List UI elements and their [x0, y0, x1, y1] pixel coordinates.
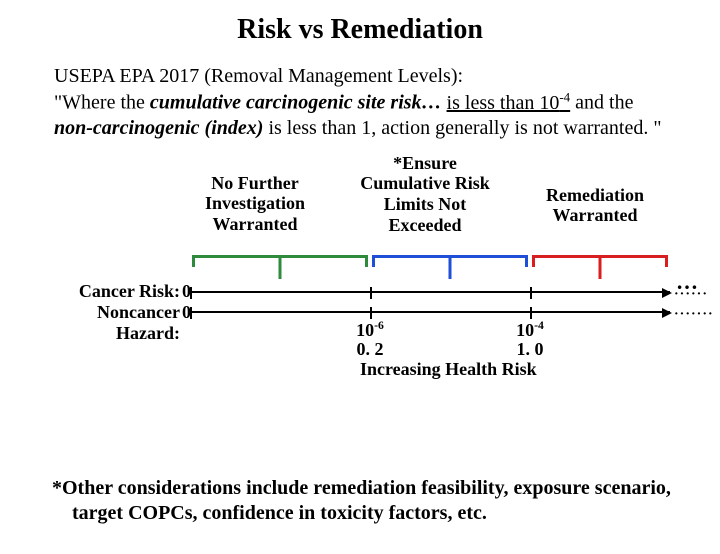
row-label-noncancer: Noncancer Hazard:: [30, 302, 180, 344]
tick1-bot: 0. 2: [357, 339, 384, 360]
bracket-left: [192, 255, 368, 283]
quote-phrase2: non-carcinogenic (index): [54, 117, 263, 139]
dots-small-2: ·······: [674, 307, 714, 323]
tick1-top-base: 10: [356, 320, 374, 340]
axis-caption: Increasing Health Risk: [360, 359, 537, 380]
tick2-bot: 1. 0: [517, 339, 544, 360]
axis-zero-bot: 0: [182, 302, 191, 323]
tick2-top-base: 10: [516, 320, 534, 340]
quote-phrase1: cumulative carcinogenic site risk…: [150, 92, 442, 114]
quote-body: "Where the cumulative carcinogenic site …: [54, 89, 666, 141]
quote-source: USEPA EPA 2017 (Removal Management Level…: [54, 64, 666, 89]
axis-zero-top: 0: [182, 281, 191, 302]
zone-left-label: No FurtherInvestigationWarranted: [185, 173, 325, 235]
tick2-top: 10-4: [516, 319, 544, 341]
arrowhead-icon: [662, 288, 672, 298]
arrowhead-icon: [662, 308, 672, 318]
tick1-top-sup: -6: [374, 319, 384, 332]
zone-mid-label: *EnsureCumulative RiskLimits NotExceeded: [340, 153, 510, 236]
quote-under1-base: is less than 10: [447, 92, 560, 114]
quote-open: "Where the: [54, 92, 150, 114]
axis-noncancer: [190, 311, 670, 313]
dots-small-1: ······: [674, 287, 708, 303]
footnote: *Other considerations include remediatio…: [28, 476, 692, 526]
tick2-top-sup: -4: [534, 319, 544, 332]
row-label-cancer: Cancer Risk:: [30, 281, 180, 302]
axis-cancer: [190, 291, 670, 293]
bracket-mid: [372, 255, 528, 283]
quote-tail: is less than 1, action generally is not …: [263, 117, 661, 139]
quote-underline: is less than 10-4: [447, 92, 571, 114]
quote-mid2: and the: [570, 92, 633, 114]
quote-block: USEPA EPA 2017 (Removal Management Level…: [54, 64, 666, 141]
risk-diagram: No FurtherInvestigationWarranted *Ensure…: [30, 151, 690, 391]
bracket-right: [532, 255, 668, 283]
tick1-top: 10-6: [356, 319, 384, 341]
slide-title: Risk vs Remediation: [0, 14, 720, 46]
zone-right-label: RemediationWarranted: [520, 185, 670, 226]
quote-under1-sup: -4: [559, 89, 570, 104]
